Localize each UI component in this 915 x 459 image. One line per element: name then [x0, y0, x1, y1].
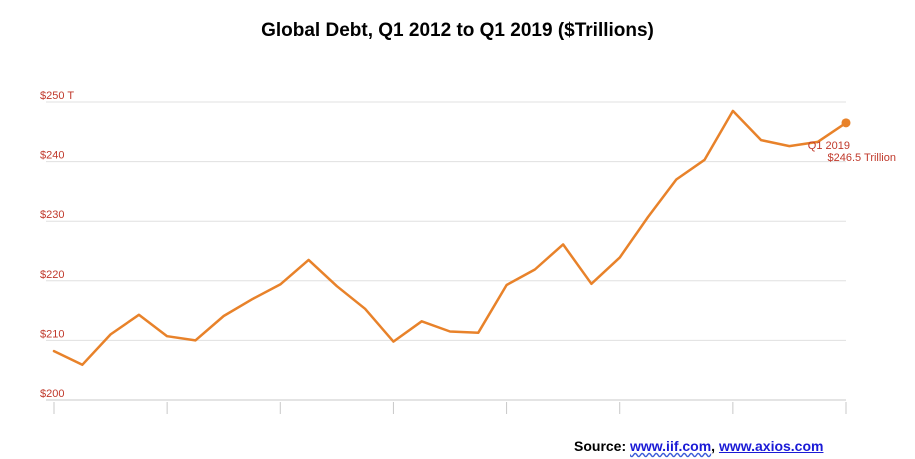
data-point: [647, 216, 649, 218]
data-point: [166, 335, 168, 337]
source-footer: Source: www.iif.com, www.axios.com: [574, 438, 823, 454]
annotation-period: Q1 2019: [808, 140, 850, 152]
source-link-axios[interactable]: www.axios.com: [718, 438, 824, 454]
source-separator: ,: [711, 438, 719, 454]
annotation: Q1 2019$246.5 Trillion: [808, 140, 896, 164]
source-link-iif[interactable]: www.iif.com: [630, 438, 712, 454]
y-tick-label: $250 T: [40, 90, 74, 102]
data-point: [392, 340, 394, 342]
data-point: [279, 283, 281, 285]
data-point: [675, 178, 677, 180]
data-point: [477, 331, 479, 333]
data-point: [534, 268, 536, 270]
data-point: [81, 364, 83, 366]
data-point: [336, 285, 338, 287]
data-point: [194, 339, 196, 341]
data-point: [732, 110, 734, 112]
data-point: [788, 145, 790, 147]
data-point: [449, 330, 451, 332]
data-point: [590, 283, 592, 285]
final-data-point: [841, 118, 851, 128]
chart-title: Global Debt, Q1 2012 to Q1 2019 ($Trilli…: [261, 20, 654, 41]
y-tick-label: $200: [40, 388, 64, 400]
data-point: [364, 308, 366, 310]
y-tick-label: $210: [40, 328, 64, 340]
data-point: [562, 243, 564, 245]
annotation-value: $246.5 Trillion: [828, 152, 897, 164]
data-point: [307, 259, 309, 261]
data-point: [251, 298, 253, 300]
y-tick-label: $230: [40, 209, 64, 221]
data-point: [619, 256, 621, 258]
series-layer: [52, 109, 851, 367]
gridlines: [46, 101, 846, 401]
series-line: [52, 109, 848, 367]
data-point: [138, 314, 140, 316]
data-point: [421, 320, 423, 322]
y-tick-label: $240: [40, 150, 64, 162]
x-axis-ticks: [53, 402, 847, 414]
data-point: [53, 350, 55, 352]
source-prefix: Source:: [574, 438, 631, 454]
data-point: [505, 284, 507, 286]
data-point: [109, 333, 111, 335]
y-tick-label: $220: [40, 269, 64, 281]
data-point: [223, 315, 225, 317]
y-axis-tick-labels: $250 T $240 $230 $220 $210 $200: [40, 90, 74, 400]
data-point: [760, 139, 762, 141]
data-point: [703, 159, 705, 161]
